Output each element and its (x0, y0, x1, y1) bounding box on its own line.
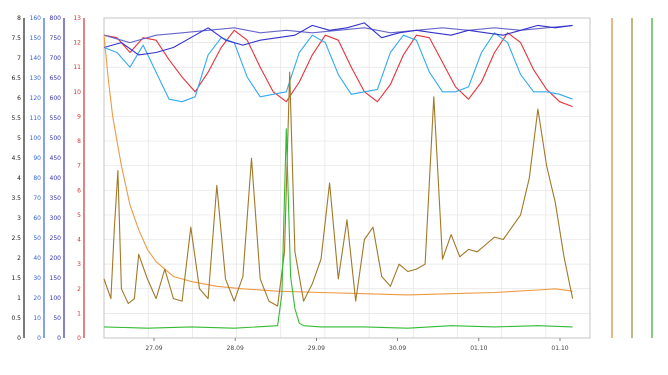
left-axis-tick-label: 12 (73, 40, 81, 47)
left-axis-tick-label: 130 (30, 75, 42, 82)
left-axis-tick-label: 650 (50, 75, 62, 82)
left-axis-tick-label: 6 (17, 95, 21, 102)
left-axis-tick-label: 11 (73, 64, 81, 71)
x-axis: 27.09 28.09 29.09 30.09 01.10 01.10 (145, 338, 569, 352)
left-axis-tick-label: 30 (33, 275, 41, 282)
left-axis-tick-label: 0 (17, 335, 21, 342)
left-axis-tick-label: 100 (50, 295, 62, 302)
left-axis-tick-label: 200 (50, 255, 62, 262)
left-axis-tick-label: 8 (17, 15, 21, 22)
left-axis-tick-label: 500 (50, 135, 62, 142)
series-line-3 (103, 32, 573, 103)
series-line-7 (103, 128, 573, 329)
grid-layer (103, 17, 591, 339)
left-axis-tick-label: 140 (30, 55, 42, 62)
left-axis-tick-label: 0 (57, 335, 61, 342)
series-line-6 (103, 71, 574, 307)
series-line-5 (103, 35, 573, 296)
series-line-2 (103, 24, 573, 44)
left-axis-tick-label: 3 (17, 215, 21, 222)
left-axis-tick-label: 150 (50, 275, 62, 282)
left-axis-tick-label: 600 (50, 95, 62, 102)
x-axis-tick-label: 29.09 (308, 345, 325, 352)
left-axis-tick-label: 90 (33, 155, 41, 162)
x-axis-tick-label: 30.09 (389, 345, 406, 352)
left-axis-tick-label: 13 (73, 15, 81, 22)
left-axis-tick-label: 3 (77, 261, 81, 268)
left-axis-tick-label: 2.5 (11, 235, 21, 242)
left-axis-tick-label: 3.5 (11, 195, 21, 202)
series-line-1 (103, 29, 573, 108)
left-axis-tick-label: 2 (77, 286, 81, 293)
left-axis-tick-label: 7 (17, 55, 21, 62)
left-axis-tick-label: 120 (30, 95, 42, 102)
x-axis-tick-label: 01.10 (551, 345, 568, 352)
left-axis-tick-label: 40 (33, 255, 41, 262)
left-axis-tick-label: 60 (33, 215, 41, 222)
left-axis-tick-label: 800 (50, 15, 62, 22)
left-axis-tick-label: 6 (77, 187, 81, 194)
left-axis-tick-label: 6.5 (11, 75, 21, 82)
plot-frame (103, 17, 591, 339)
left-axis-tick-label: 1 (77, 310, 81, 317)
left-axis-tick-label: 450 (50, 155, 62, 162)
left-axis-tick-label: 7.5 (11, 35, 21, 42)
x-axis-tick-label: 28.09 (227, 345, 244, 352)
left-axis-tick-label: 7 (77, 163, 81, 170)
left-axis-tick-label: 10 (33, 315, 41, 322)
left-axis-tick-label: 300 (50, 215, 62, 222)
left-axis-tick-label: 1.5 (11, 275, 21, 282)
series-line-4 (103, 22, 573, 56)
left-axis-tick-label: 150 (30, 35, 42, 42)
left-axis-tick-label: 700 (50, 55, 62, 62)
left-axis-tick-label: 550 (50, 115, 62, 122)
left-axis-tick-label: 50 (53, 315, 61, 322)
x-axis-tick-label: 01.10 (470, 345, 487, 352)
left-axis-tick-label: 1 (17, 295, 21, 302)
x-axis-tick-label: 27.09 (145, 345, 162, 352)
left-axis-tick-label: 10 (73, 89, 81, 96)
left-axis-tick-label: 4 (17, 175, 21, 182)
series-layer (103, 22, 574, 329)
left-axis-tick-label: 0 (77, 335, 81, 342)
left-axes: 00.511.522.533.544.555.566.577.580102030… (11, 15, 85, 342)
left-axis-tick-label: 4 (77, 237, 81, 244)
left-axis-tick-label: 8 (77, 138, 81, 145)
left-axis-tick-label: 160 (30, 15, 42, 22)
left-axis-tick-label: 80 (33, 175, 41, 182)
left-axis-tick-label: 70 (33, 195, 41, 202)
left-axis-tick-label: 250 (50, 235, 62, 242)
left-axis-tick-label: 750 (50, 35, 62, 42)
left-axis-tick-label: 100 (30, 135, 42, 142)
left-axis-tick-label: 400 (50, 175, 62, 182)
left-axis-tick-label: 110 (30, 115, 42, 122)
left-axis-tick-label: 5.5 (11, 115, 21, 122)
left-axis-tick-label: 5 (17, 135, 21, 142)
left-axis-tick-label: 0 (37, 335, 41, 342)
left-axis-tick-label: 50 (33, 235, 41, 242)
left-axis-tick-label: 9 (77, 113, 81, 120)
left-axis-tick-label: 5 (77, 212, 81, 219)
left-axis-tick-label: 2 (17, 255, 21, 262)
left-axis-tick-label: 4.5 (11, 155, 21, 162)
right-axes (611, 18, 653, 338)
left-axis-tick-label: 20 (33, 295, 41, 302)
left-axis-tick-label: 350 (50, 195, 62, 202)
left-axis-tick-label: 0.5 (11, 315, 21, 322)
